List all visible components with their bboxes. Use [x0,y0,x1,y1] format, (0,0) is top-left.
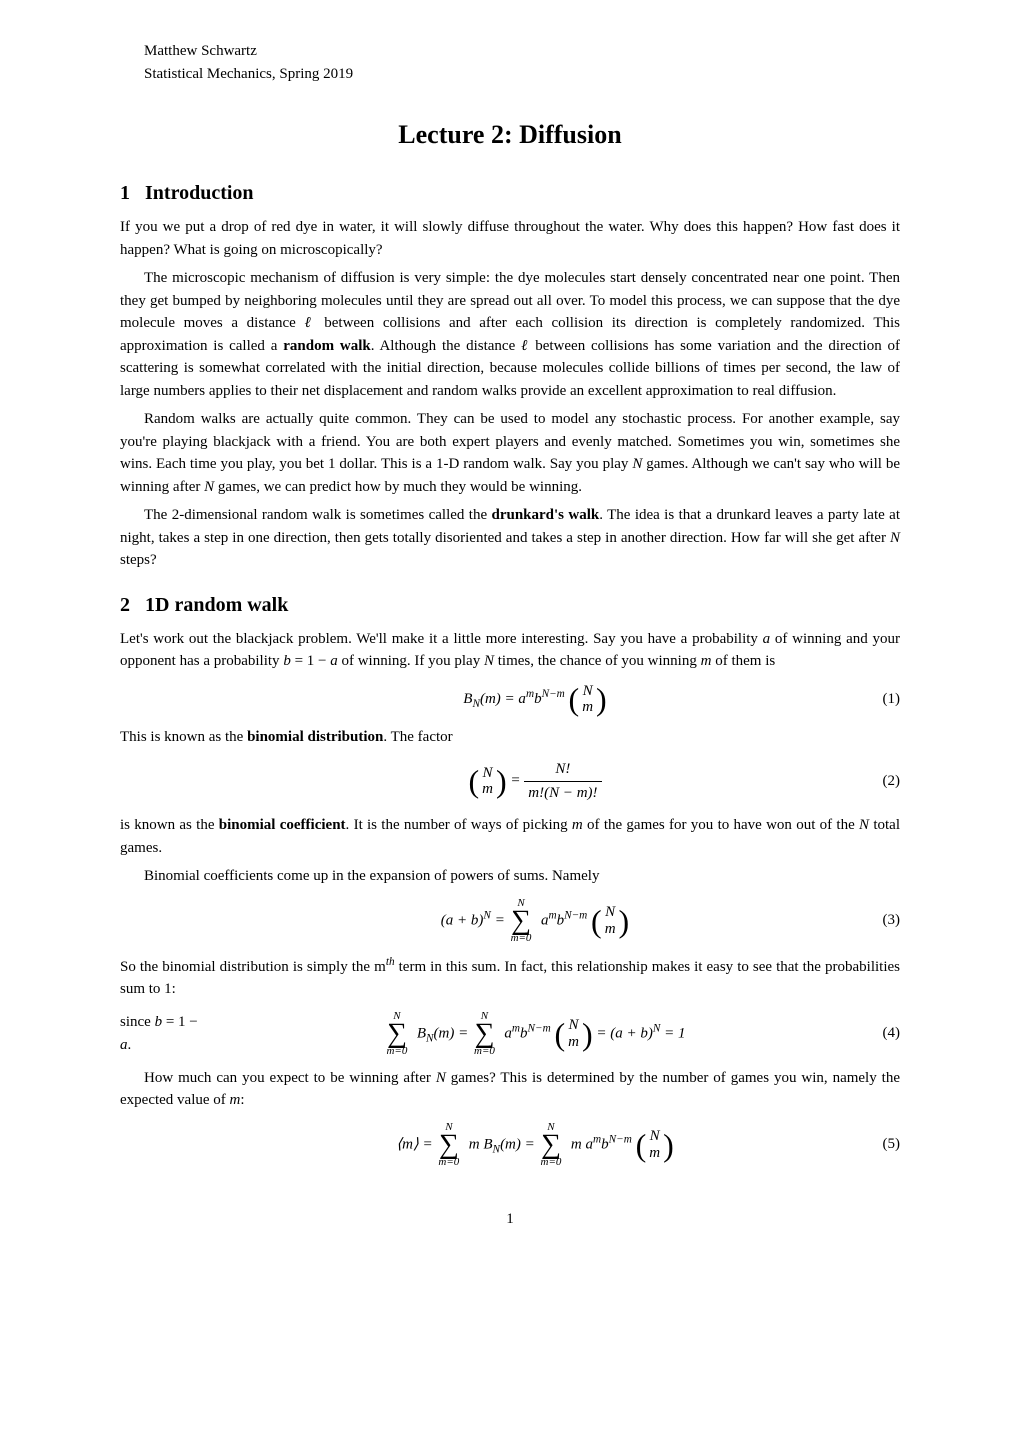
lecture-title: Lecture 2: Diffusion [120,115,900,154]
paragraph: So the binomial distribution is simply t… [120,954,900,1001]
paragraph: Let's work out the blackjack problem. We… [120,628,900,673]
paragraph: The microscopic mechanism of diffusion i… [120,267,900,402]
section-number: 1 [120,182,130,204]
section-heading-1: 1 Introduction [120,178,900,208]
equation-4: since b = 1 − a. N∑m=0 BN(m) = N∑m=0 amb… [120,1011,900,1057]
author-block: Matthew Schwartz Statistical Mechanics, … [120,40,900,85]
page-number: 1 [120,1208,900,1231]
paragraph: Binomial coefficients come up in the exp… [120,865,900,888]
section-title: Introduction [145,182,254,204]
equation-2: (Nm) = N!m!(N − m)! (2) [120,758,900,804]
equation-number: (2) [860,770,900,793]
paragraph: How much can you expect to be winning af… [120,1067,900,1112]
equation-number: (3) [860,909,900,932]
course-name: Statistical Mechanics, Spring 2019 [120,63,900,86]
paragraph: If you we put a drop of red dye in water… [120,216,900,261]
section-number: 2 [120,594,130,616]
paragraph: Random walks are actually quite common. … [120,408,900,498]
paragraph: The 2-dimensional random walk is sometim… [120,504,900,572]
equation-1: BN(m) = ambN−m (Nm) (1) [120,683,900,716]
equation-number: (1) [860,688,900,711]
author-name: Matthew Schwartz [120,40,900,63]
equation-number: (5) [860,1133,900,1156]
equation-prefix: since b = 1 − a. [120,1011,210,1056]
section-title: 1D random walk [145,594,288,616]
paragraph: is known as the binomial coefficient. It… [120,814,900,859]
equation-number: (4) [860,1022,900,1045]
equation-5: ⟨m⟩ = N∑m=0 m BN(m) = N∑m=0 m ambN−m (Nm… [120,1122,900,1168]
equation-3: (a + b)N = N∑m=0 ambN−m (Nm) (3) [120,898,900,944]
paragraph: This is known as the binomial distributi… [120,726,900,749]
text: So the binomial distribution is simply t… [120,959,386,975]
section-heading-2: 2 1D random walk [120,590,900,620]
